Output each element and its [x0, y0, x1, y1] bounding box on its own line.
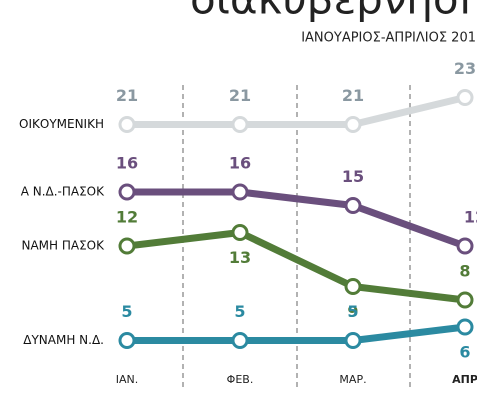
x-tick-label: ΑΠΡ: [452, 373, 477, 386]
data-label: 21: [229, 86, 251, 105]
point: [118, 116, 136, 133]
legend-label: ΔΥΝΑΜΗ Ν.Δ.: [23, 333, 104, 347]
data-label: 8: [459, 262, 470, 281]
point: [231, 332, 249, 349]
point: [344, 278, 362, 295]
point: [118, 183, 136, 201]
data-label: 16: [116, 154, 138, 173]
data-label: 5: [347, 302, 358, 321]
series-line: [127, 323, 466, 344]
data-label: 13: [229, 248, 251, 267]
chart-subtitle: ΙΑΝΟΥΑΡΙΟΣ-ΑΠΡΙΛΙΟΣ 201: [301, 31, 476, 46]
legend-label: ΟΙΚΟΥΜΕΝΙΚΗ: [19, 117, 104, 131]
legend-label: ΝΑΜΗ ΠΑΣΟΚ: [21, 239, 105, 253]
data-label: 5: [234, 302, 245, 321]
data-label: 5: [121, 302, 132, 321]
legend-label: Α Ν.Δ.-ΠΑΣΟΚ: [21, 185, 105, 199]
point: [231, 116, 249, 133]
point: [344, 197, 362, 214]
data-label: 21: [342, 86, 364, 105]
point: [344, 332, 362, 349]
data-label: 23: [454, 59, 476, 78]
data-label: 9: [347, 302, 358, 321]
series-line: [127, 94, 466, 128]
series-line: [127, 188, 467, 250]
point: [231, 183, 249, 201]
data-label: 21: [116, 86, 138, 105]
point: [231, 224, 249, 241]
point: [456, 89, 474, 106]
data-label: 12: [116, 208, 138, 227]
point: [344, 116, 362, 133]
x-tick-label: ΦΕΒ.: [227, 373, 254, 386]
point: [118, 237, 136, 255]
point: [456, 318, 474, 336]
point: [456, 291, 474, 309]
x-tick-label: ΜΑΡ.: [339, 373, 366, 386]
data-label: 15: [342, 167, 364, 186]
x-tick-label: ΙΑΝ.: [116, 373, 139, 386]
chart-title: διακυβέρνησης: [190, 0, 477, 24]
data-label: 16: [229, 154, 251, 173]
data-label: 6: [459, 343, 470, 362]
point: [118, 332, 136, 349]
data-label: 12: [464, 208, 477, 227]
series-line: [126, 229, 466, 304]
point: [456, 237, 474, 255]
